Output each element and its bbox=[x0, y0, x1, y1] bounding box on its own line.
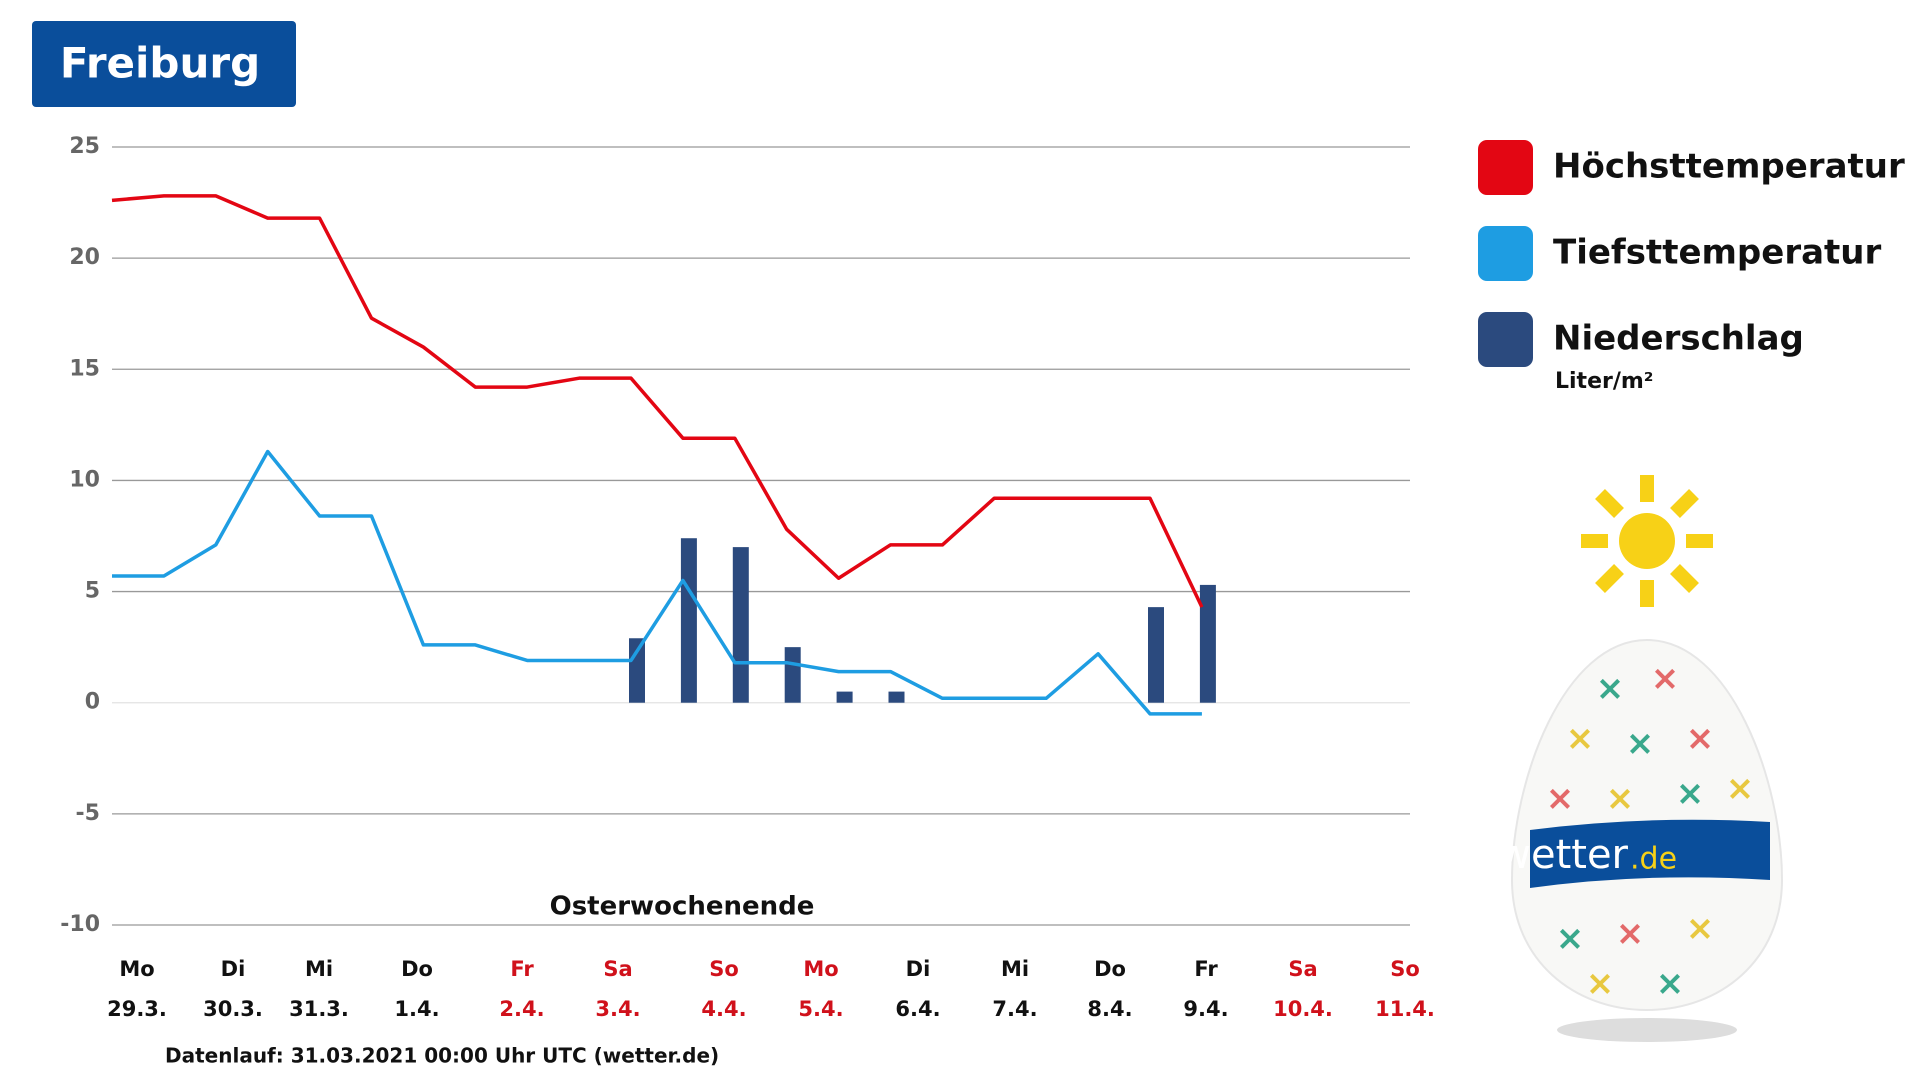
y-tick-label: 10 bbox=[69, 467, 100, 492]
x-day-label: So bbox=[1390, 957, 1420, 981]
temp-line bbox=[112, 449, 1202, 716]
y-tick-label: 0 bbox=[85, 690, 100, 715]
x-day-label: Mo bbox=[803, 957, 838, 981]
svg-text:×: × bbox=[1596, 669, 1625, 709]
svg-text:×: × bbox=[1656, 964, 1685, 1004]
x-date-label: 31.3. bbox=[289, 997, 349, 1021]
precip-bar bbox=[680, 538, 697, 703]
x-day-label: Do bbox=[1094, 957, 1126, 981]
x-day-label: Fr bbox=[510, 957, 534, 981]
y-tick-label: 5 bbox=[85, 579, 100, 604]
y-tick-label: -10 bbox=[60, 912, 100, 937]
x-day-label: Mo bbox=[119, 957, 154, 981]
x-day-label: Sa bbox=[603, 957, 632, 981]
x-day-label: Sa bbox=[1288, 957, 1317, 981]
x-date-label: 6.4. bbox=[895, 997, 940, 1021]
x-date-label: 3.4. bbox=[595, 997, 640, 1021]
legend-label: Niederschlag bbox=[1553, 319, 1804, 359]
svg-text:×: × bbox=[1566, 719, 1595, 759]
x-day-label: Do bbox=[401, 957, 433, 981]
sun-icon bbox=[1581, 475, 1713, 607]
precip-bar bbox=[732, 547, 749, 703]
svg-text:×: × bbox=[1586, 964, 1615, 1004]
legend-swatch bbox=[1478, 226, 1533, 281]
legend-label: Tiefsttemperatur bbox=[1553, 233, 1881, 273]
svg-text:×: × bbox=[1556, 919, 1585, 959]
x-date-label: 8.4. bbox=[1087, 997, 1132, 1021]
x-date-label: 7.4. bbox=[992, 997, 1037, 1021]
precip-bar bbox=[1199, 584, 1216, 703]
x-day-label: Di bbox=[221, 957, 246, 981]
annotation: Osterwochenende bbox=[550, 892, 815, 922]
svg-text:×: × bbox=[1651, 659, 1680, 699]
chart-title: Freiburg bbox=[60, 39, 260, 88]
precip-bar bbox=[784, 647, 801, 703]
logo-tld: .de bbox=[1630, 842, 1677, 877]
precip-bar bbox=[1148, 607, 1164, 703]
legend-swatch bbox=[1478, 312, 1533, 367]
y-tick-label: 15 bbox=[69, 356, 100, 381]
precip-bar bbox=[836, 691, 853, 703]
legend-unit: Liter/m² bbox=[1555, 369, 1653, 394]
legend-label: Höchsttemperatur bbox=[1553, 147, 1905, 187]
logo-name: wetter bbox=[1498, 832, 1628, 878]
precip-bar bbox=[629, 638, 645, 703]
x-day-label: Mi bbox=[305, 957, 333, 981]
precip-bar bbox=[888, 691, 905, 703]
x-date-label: 30.3. bbox=[203, 997, 263, 1021]
x-date-label: 9.4. bbox=[1183, 997, 1228, 1021]
y-tick-label: 20 bbox=[69, 245, 100, 270]
x-day-label: Di bbox=[906, 957, 931, 981]
temp-line bbox=[111, 194, 1204, 608]
svg-text:×: × bbox=[1676, 774, 1705, 814]
title-box bbox=[32, 21, 296, 107]
svg-text:×: × bbox=[1546, 779, 1575, 819]
svg-text:×: × bbox=[1606, 779, 1635, 819]
svg-text:×: × bbox=[1726, 769, 1755, 809]
legend-swatch bbox=[1478, 140, 1533, 195]
y-tick-label: 25 bbox=[69, 134, 100, 159]
svg-text:×: × bbox=[1616, 914, 1645, 954]
x-date-label: 1.4. bbox=[394, 997, 439, 1021]
footer: Datenlauf: 31.03.2021 00:00 Uhr UTC (wet… bbox=[165, 1044, 719, 1068]
x-date-label: 2.4. bbox=[499, 997, 544, 1021]
y-tick-label: -5 bbox=[76, 801, 100, 826]
x-date-label: 10.4. bbox=[1273, 997, 1333, 1021]
x-date-label: 11.4. bbox=[1375, 997, 1435, 1021]
x-day-label: Mi bbox=[1001, 957, 1029, 981]
x-date-label: 4.4. bbox=[701, 997, 746, 1021]
easter-egg: × × × × ×× × × ×× × × × × wetter .de bbox=[1498, 638, 1784, 1042]
x-day-label: Fr bbox=[1194, 957, 1218, 981]
x-date-label: 29.3. bbox=[107, 997, 167, 1021]
svg-text:×: × bbox=[1686, 909, 1715, 949]
svg-text:×: × bbox=[1626, 724, 1655, 764]
svg-text:×: × bbox=[1686, 719, 1715, 759]
x-day-label: So bbox=[709, 957, 739, 981]
x-date-label: 5.4. bbox=[798, 997, 843, 1021]
